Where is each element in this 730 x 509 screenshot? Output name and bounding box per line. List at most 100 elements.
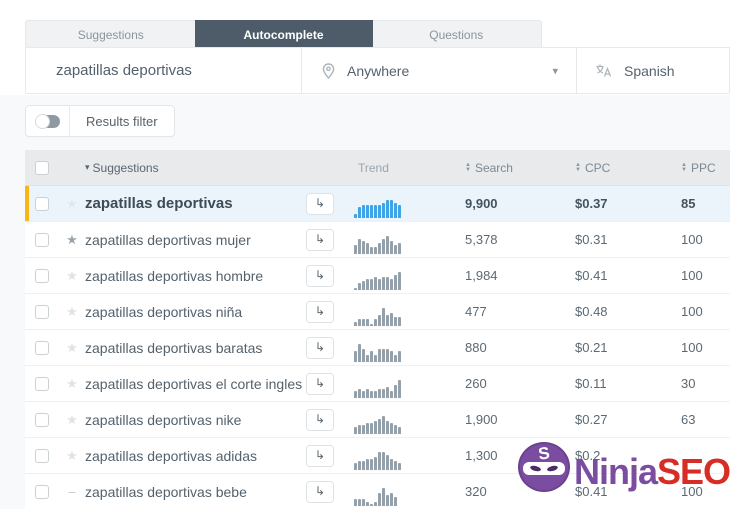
append-keyword-button[interactable]: ↳ [306, 264, 334, 287]
star-icon[interactable]: ★ [66, 339, 78, 355]
table-header-row: ▾ Suggestions Trend ▲ ▼ Search ▲ ▼ CPC ▲ ▼ … [25, 150, 730, 186]
toggle-knob [34, 113, 50, 129]
ppc-value: 30 [681, 376, 696, 391]
ppc-value: 100 [681, 340, 703, 355]
table-row[interactable]: ★ zapatillas deportivas hombre ↳ 1,984 $… [25, 258, 730, 294]
row-checkbox[interactable] [35, 412, 49, 427]
table-row[interactable]: ★ zapatillas deportivas niña ↳ 477 $0.48… [25, 294, 730, 330]
row-checkbox[interactable] [35, 232, 49, 247]
translate-icon [595, 63, 612, 78]
row-checkbox[interactable] [35, 268, 49, 283]
tab-autocomplete[interactable]: Autocomplete [194, 20, 373, 50]
star-icon[interactable]: ★ [66, 231, 78, 247]
trend-sparkline [354, 227, 455, 257]
row-checkbox[interactable] [35, 484, 49, 499]
row-checkbox[interactable] [35, 196, 49, 211]
map-pin-icon [322, 62, 335, 79]
row-checkbox[interactable] [35, 448, 49, 463]
ppc-value: 100 [681, 304, 703, 319]
ppc-value: 100 [681, 232, 703, 247]
row-checkbox[interactable] [35, 376, 49, 391]
search-volume: 1,300 [465, 448, 498, 463]
trend-sparkline [354, 479, 455, 509]
sort-desc-icon: ▾ [85, 162, 90, 172]
trend-sparkline [354, 299, 455, 329]
results-filter-label: Results filter [86, 113, 158, 129]
search-volume: 1,984 [465, 268, 498, 283]
table-row[interactable]: ★ zapatillas deportivas ↳ 9,900 $0.37 85 [25, 186, 730, 222]
cpc-value: $0.2 [575, 448, 601, 463]
header-cpc[interactable]: ▲ ▼ CPC [575, 160, 611, 175]
table-row[interactable]: ★ zapatillas deportivas mujer ↳ 5,378 $0… [25, 222, 730, 258]
append-keyword-button[interactable]: ↳ [306, 192, 334, 215]
header-ppc[interactable]: ▲ ▼ PPC [681, 160, 716, 175]
table-row[interactable]: – zapatillas deportivas bebe ↳ 320 $0.41… [25, 474, 730, 509]
row-checkbox[interactable] [35, 304, 49, 319]
ppc-value: 100 [681, 268, 703, 283]
ppc-value: 85 [681, 196, 696, 211]
tab-bar: Suggestions Autocomplete Questions [25, 20, 542, 50]
location-select[interactable]: Anywhere ▾ [301, 48, 576, 93]
ninja-eyes [523, 461, 565, 475]
sort-icon: ▲ ▼ [681, 161, 687, 173]
header-search[interactable]: ▲ ▼ Search [465, 160, 513, 175]
trend-sparkline [354, 335, 455, 365]
results-filter: Results filter [25, 105, 175, 137]
star-icon[interactable]: ★ [66, 267, 78, 283]
table-row[interactable]: ★ zapatillas deportivas baratas ↳ 880 $0… [25, 330, 730, 366]
sort-icon: ▲ ▼ [465, 161, 471, 173]
cpc-value: $0.11 [575, 376, 607, 391]
append-keyword-button[interactable]: ↳ [306, 300, 334, 323]
star-icon[interactable]: ★ [66, 375, 78, 391]
cpc-value: $0.41 [575, 484, 608, 499]
sort-icon: ▲ ▼ [575, 161, 581, 173]
header-suggestions[interactable]: ▾ Suggestions [85, 160, 159, 175]
search-volume: 5,378 [465, 232, 498, 247]
keyword-input[interactable]: zapatillas deportivas [56, 62, 192, 79]
keyword-text: zapatillas deportivas mujer [85, 231, 251, 248]
append-keyword-button[interactable]: ↳ [306, 372, 334, 395]
table-row[interactable]: ★ zapatillas deportivas el corte ingles … [25, 366, 730, 402]
ppc-value: 63 [681, 412, 696, 427]
results-filter-toggle[interactable] [26, 106, 70, 136]
append-keyword-button[interactable]: ↳ [306, 444, 334, 467]
keyword-text: zapatillas deportivas bebe [85, 483, 247, 500]
keyword-text: zapatillas deportivas adidas [85, 447, 257, 464]
star-icon[interactable]: ★ [66, 303, 78, 319]
language-value: Spanish [624, 62, 675, 79]
star-icon[interactable]: – [68, 484, 76, 499]
chevron-down-icon[interactable]: ▾ [552, 65, 558, 77]
keyword-text: zapatillas deportivas nike [85, 411, 242, 428]
tab-suggestions[interactable]: Suggestions [77, 27, 144, 42]
toggle-track [34, 113, 60, 129]
append-keyword-button[interactable]: ↳ [306, 336, 334, 359]
search-volume: 477 [465, 304, 487, 319]
keyword-text: zapatillas deportivas el corte ingles [85, 375, 303, 392]
select-all-checkbox[interactable] [35, 160, 49, 175]
search-volume: 9,900 [465, 196, 498, 211]
language-select[interactable]: Spanish [576, 48, 729, 93]
trend-sparkline [354, 263, 455, 293]
star-icon[interactable]: ★ [66, 447, 78, 463]
tab-questions[interactable]: Questions [429, 27, 484, 42]
append-keyword-button[interactable]: ↳ [306, 408, 334, 431]
ppc-value: 100 [681, 484, 703, 499]
row-checkbox[interactable] [35, 340, 49, 355]
table-body: ★ zapatillas deportivas ↳ 9,900 $0.37 85… [25, 186, 730, 509]
ninja-head-icon: S [518, 441, 570, 492]
trend-sparkline [354, 371, 455, 401]
table-row[interactable]: ★ zapatillas deportivas adidas ↳ 1,300 $… [25, 438, 730, 474]
header-trend: Trend [358, 160, 389, 175]
logo-text-seo: SEO [657, 451, 730, 492]
cpc-value: $0.48 [575, 304, 608, 319]
append-keyword-button[interactable]: ↳ [306, 228, 334, 251]
table-row[interactable]: ★ zapatillas deportivas nike ↳ 1,900 $0.… [25, 402, 730, 438]
keyword-text: zapatillas deportivas hombre [85, 267, 264, 284]
cpc-value: $0.31 [575, 232, 608, 247]
keyword-text: zapatillas deportivas baratas [85, 339, 263, 356]
ninjaseo-logo: S NinjaSEO® [518, 436, 730, 497]
append-keyword-button[interactable]: ↳ [306, 480, 334, 503]
search-volume: 1,900 [465, 412, 498, 427]
star-icon[interactable]: ★ [66, 195, 78, 211]
star-icon[interactable]: ★ [66, 411, 78, 427]
